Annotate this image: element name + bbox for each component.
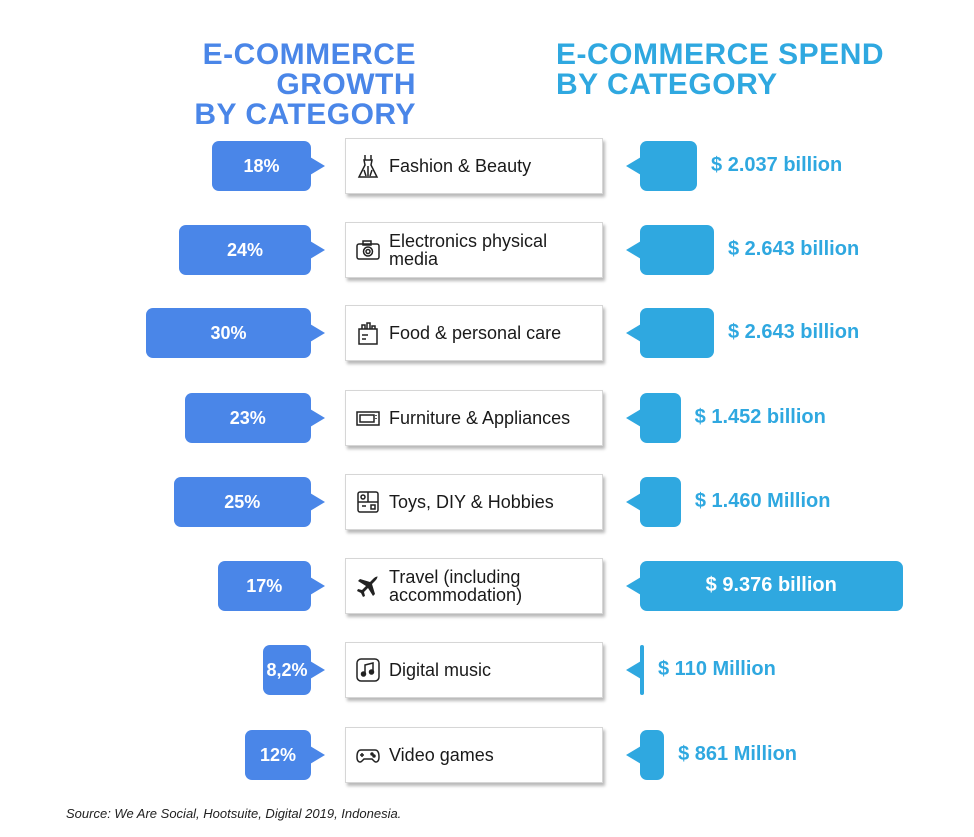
category-label-box: Furniture & Appliances: [345, 390, 603, 446]
spend-bar: [625, 730, 665, 780]
spend-bar: [626, 645, 644, 695]
growth-value-label: 25%: [224, 491, 261, 512]
growth-bar: 12%: [245, 730, 325, 780]
category-label-box: Travel (including accommodation): [345, 558, 603, 614]
growth-bar: 24%: [179, 225, 325, 275]
growth-value-label: 17%: [246, 575, 283, 596]
grocery-bag-icon: [355, 320, 381, 346]
category-label: Furniture & Appliances: [389, 408, 571, 428]
spend-value-label: $ 861 Million: [678, 743, 798, 765]
category-label-box: Digital music: [345, 642, 603, 698]
spend-value-label: $ 110 Million: [658, 658, 776, 680]
spend-value-label: $ 2.643 billion: [728, 321, 860, 343]
spend-bar: [626, 308, 714, 358]
category-label: Travel (including accommodation): [389, 567, 523, 605]
category-label: Electronics physical media: [389, 231, 548, 269]
growth-title-line1: E-COMMERCE GROWTH: [202, 38, 416, 101]
growth-value-label: 30%: [210, 322, 247, 343]
growth-bar: 25%: [173, 477, 325, 527]
spend-bar: [626, 477, 681, 527]
music-icon: [355, 657, 381, 683]
spend-title: E-COMMERCE SPEND BY CATEGORY: [556, 40, 956, 100]
growth-bar: 17%: [217, 561, 325, 611]
tv-icon: [355, 405, 381, 431]
category-label: Digital music: [389, 660, 492, 680]
growth-value-label: 23%: [229, 407, 266, 428]
gamepad-icon: [355, 742, 381, 768]
spend-bar: [626, 393, 681, 443]
growth-value-label: 24%: [226, 239, 264, 260]
growth-value-label: 12%: [259, 744, 297, 765]
growth-bar: 18%: [212, 141, 325, 191]
category-label-box: Toys, DIY & Hobbies: [345, 474, 603, 530]
spend-bar: [626, 225, 714, 275]
spend-value-label: $ 9.376 billion: [705, 574, 837, 596]
spend-bar: [625, 141, 698, 191]
category-label-box: Fashion & Beauty: [345, 138, 603, 194]
category-label: Toys, DIY & Hobbies: [389, 492, 554, 512]
category-label: Fashion & Beauty: [389, 156, 532, 176]
growth-value-label: 18%: [243, 155, 280, 176]
camera-icon: [355, 237, 381, 263]
dress-icon: [355, 153, 381, 179]
category-label-box: Electronics physical media: [345, 222, 603, 278]
growth-bar: 8,2%: [263, 645, 325, 695]
category-label-box: Food & personal care: [345, 305, 603, 361]
spend-title-line1: E-COMMERCE SPEND: [556, 38, 885, 71]
spend-title-line2: BY CATEGORY: [556, 68, 778, 101]
source-note: Source: We Are Social, Hootsuite, Digita…: [66, 806, 402, 821]
spend-value-label: $ 2.643 billion: [728, 238, 860, 260]
category-label-box: Video games: [345, 727, 603, 783]
toys-icon: [355, 489, 381, 515]
category-label: Food & personal care: [389, 323, 562, 343]
growth-title: E-COMMERCE GROWTH BY CATEGORY: [62, 40, 416, 130]
growth-bar: 23%: [184, 393, 325, 443]
growth-title-line2: BY CATEGORY: [194, 98, 416, 131]
growth-value-label: 8,2%: [266, 659, 308, 680]
airplane-icon: [355, 573, 381, 599]
category-label: Video games: [389, 745, 494, 765]
spend-value-label: $ 2.037 billion: [711, 154, 843, 176]
spend-bar: [626, 561, 903, 611]
spend-value-label: $ 1.460 Million: [694, 490, 831, 512]
growth-bar: 30%: [146, 308, 325, 358]
spend-value-label: $ 1.452 billion: [694, 406, 826, 428]
